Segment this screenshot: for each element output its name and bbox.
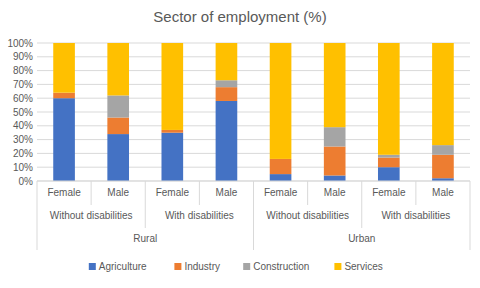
category-divider [199, 181, 200, 205]
bar-segment [378, 167, 400, 181]
grid-line [37, 167, 470, 168]
bar-segment [107, 43, 129, 95]
legend-swatch [243, 263, 250, 270]
bar-segment [161, 130, 183, 133]
y-tick-label: 80% [13, 65, 33, 76]
group-label: Without disabilities [50, 210, 133, 221]
grid-line [37, 56, 470, 57]
group-label: Without disabilities [266, 210, 349, 221]
group-label: With disabilities [165, 210, 234, 221]
legend-label: Services [344, 261, 382, 272]
bar-segment [378, 155, 400, 158]
bars [53, 43, 454, 181]
bar-segment [216, 80, 238, 87]
bar-segment [53, 43, 75, 93]
bar-segment [432, 155, 454, 178]
legend-label: Construction [253, 261, 309, 272]
category-divider [253, 181, 254, 250]
category-divider [361, 181, 362, 228]
grid-line [37, 84, 470, 85]
title: Sector of employment (%) [153, 8, 326, 25]
y-tick-label: 0% [19, 176, 34, 187]
y-tick-label: 70% [13, 79, 33, 90]
legend-swatch [89, 263, 96, 270]
bar-segment [270, 174, 292, 181]
x-tick-label: Male [432, 187, 454, 198]
group-label: Rural [133, 233, 157, 244]
x-tick-label: Female [156, 187, 190, 198]
bar-segment [161, 133, 183, 181]
x-tick-label: Male [216, 187, 238, 198]
grid-line [37, 98, 470, 99]
grid-line [37, 43, 470, 44]
x-tick-label: Female [372, 187, 406, 198]
legend-label: Industry [184, 261, 220, 272]
bar-segment [53, 98, 75, 181]
bar-segment [216, 101, 238, 181]
grid-line [37, 112, 470, 113]
bar-segment [107, 95, 129, 117]
category-divider [37, 181, 38, 250]
y-tick-label: 100% [7, 38, 33, 49]
group-label: With disabilities [381, 210, 450, 221]
bar-segment [107, 118, 129, 135]
group-label: Urban [348, 233, 375, 244]
y-tick-label: 20% [13, 148, 33, 159]
category-divider [415, 181, 416, 205]
grid-line [37, 70, 470, 71]
legend-label: Agriculture [99, 261, 147, 272]
legend: Agriculture Industry Construction Services [89, 261, 383, 272]
bar-segment [324, 175, 346, 181]
bar-segment [161, 43, 183, 130]
y-tick-label: 60% [13, 93, 33, 104]
bar-segment [432, 145, 454, 155]
y-tick-label: 40% [13, 120, 33, 131]
bar-segment [270, 159, 292, 174]
bar-segment [324, 43, 346, 127]
y-tick-label: 50% [13, 107, 33, 118]
bar-segment [53, 93, 75, 99]
grid-line [37, 125, 470, 126]
y-tick-label: 10% [13, 162, 33, 173]
x-tick-label: Female [264, 187, 298, 198]
bar-segment [324, 147, 346, 176]
y-tick-label: 30% [13, 134, 33, 145]
legend-swatch [174, 263, 181, 270]
bar-segment [270, 43, 292, 159]
x-tick-label: Male [107, 187, 129, 198]
bar-segment [378, 158, 400, 168]
bar-segment [107, 134, 129, 181]
x-tick-label: Male [324, 187, 346, 198]
grid-line [37, 139, 470, 140]
x-tick-label: Female [47, 187, 81, 198]
bar-segment [216, 87, 238, 101]
bar-segment [432, 43, 454, 145]
background [0, 0, 480, 288]
chart: Sector of employment (%) 0% 10% 20% 30% 40% 50… [0, 0, 480, 288]
bar-segment [378, 43, 400, 155]
bar-segment [324, 127, 346, 146]
category-divider [91, 181, 92, 205]
grid-line [37, 153, 470, 154]
y-tick-label: 90% [13, 51, 33, 62]
legend-swatch [334, 263, 341, 270]
category-divider [470, 181, 471, 250]
category-divider [307, 181, 308, 205]
bar-segment [216, 43, 238, 80]
category-divider [145, 181, 146, 228]
